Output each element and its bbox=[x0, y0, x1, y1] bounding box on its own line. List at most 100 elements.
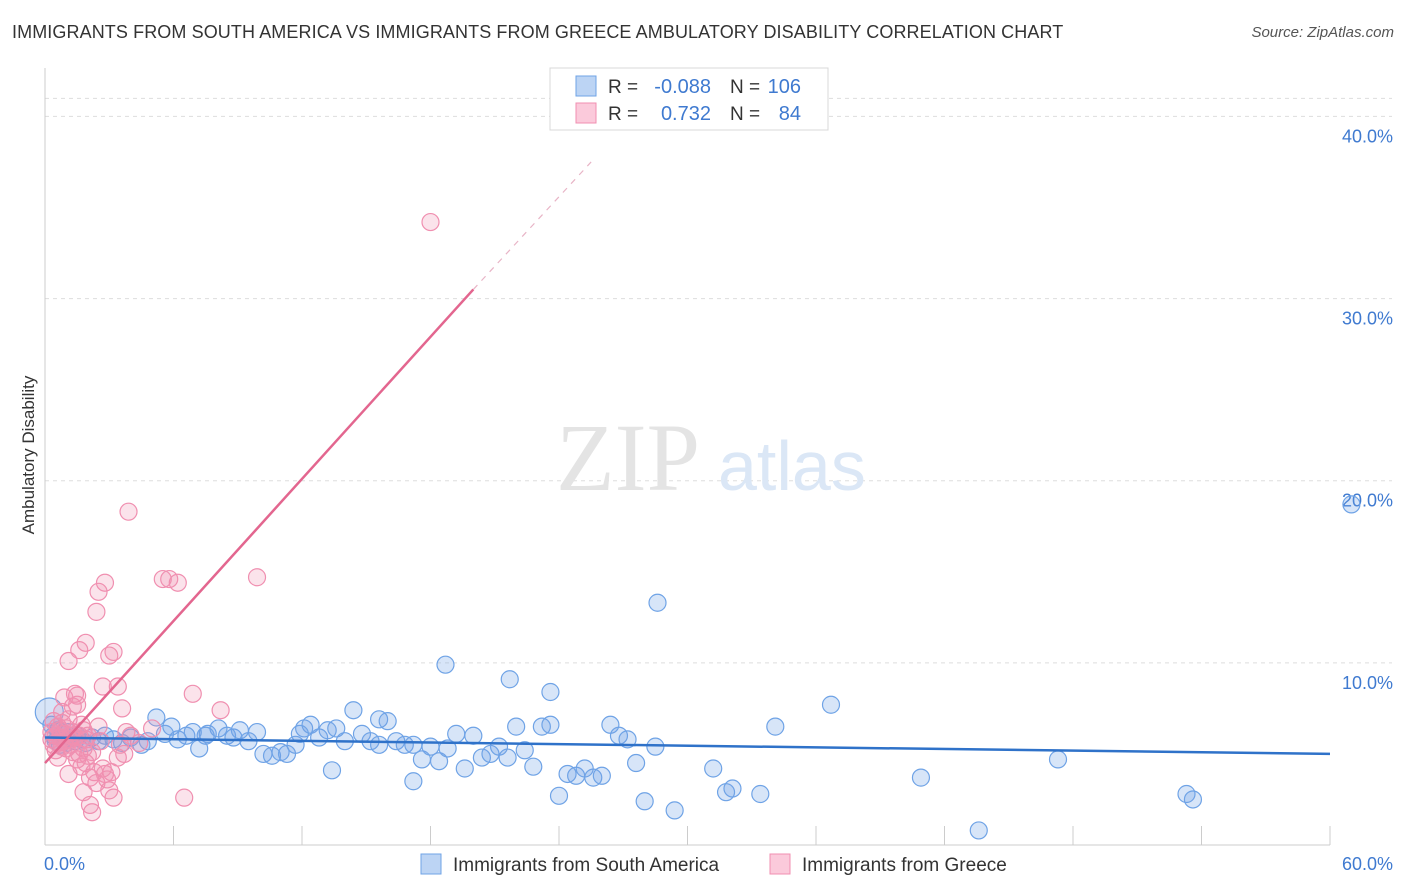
point-greece-71 bbox=[211, 701, 230, 720]
point-south-america-72 bbox=[549, 786, 569, 805]
y-tick-label-0: 10.0% bbox=[1342, 673, 1393, 693]
stats-r-label-2: R = bbox=[608, 104, 638, 125]
point-south-america-99 bbox=[1342, 495, 1361, 514]
point-greece-67 bbox=[104, 642, 123, 662]
point-greece-60 bbox=[59, 651, 78, 671]
point-south-america-95 bbox=[1183, 790, 1203, 809]
point-south-america-36 bbox=[247, 722, 267, 742]
point-south-america-66 bbox=[498, 748, 517, 767]
point-greece-57 bbox=[168, 573, 187, 592]
y-tick-label-3: 40.0% bbox=[1342, 126, 1393, 146]
legend-swatch-greece bbox=[769, 853, 791, 875]
stats-n-value-1: 106 bbox=[768, 76, 801, 98]
point-south-america-89 bbox=[766, 717, 785, 736]
point-south-america-92 bbox=[969, 821, 988, 840]
stats-swatch-pink bbox=[575, 102, 597, 124]
stats-n-label-2: N = bbox=[730, 104, 760, 125]
point-greece-75 bbox=[68, 695, 87, 714]
point-greece-62 bbox=[76, 633, 95, 652]
point-greece-73 bbox=[421, 212, 440, 232]
point-south-america-96 bbox=[436, 655, 455, 674]
point-greece-42 bbox=[89, 717, 108, 736]
point-south-america-91 bbox=[911, 768, 931, 787]
point-greece-63 bbox=[87, 602, 106, 621]
source-credit: Source: ZipAtlas.com bbox=[1251, 24, 1394, 41]
point-south-america-71 bbox=[541, 715, 560, 734]
point-greece-82 bbox=[53, 713, 72, 733]
point-south-america-102 bbox=[322, 761, 342, 780]
point-greece-49 bbox=[104, 788, 123, 807]
x-tick-label-1: 60.0% bbox=[1342, 854, 1393, 874]
legend-label-greece: Immigrants from Greece bbox=[802, 855, 1007, 876]
trend-line-south-america bbox=[44, 736, 1331, 756]
point-south-america-88 bbox=[751, 784, 770, 804]
legend-label-south-america: Immigrants from South America bbox=[453, 855, 720, 876]
gridlines: 10.0% 20.0% 30.0% 40.0% bbox=[45, 97, 1393, 693]
point-south-america-98 bbox=[648, 593, 667, 612]
watermark-atlas: atlas bbox=[718, 427, 866, 505]
point-south-america-84 bbox=[665, 801, 684, 820]
y-tick-label-2: 30.0% bbox=[1342, 309, 1393, 329]
stats-r-value-2: 0.732 bbox=[661, 103, 711, 125]
point-south-america-100 bbox=[541, 682, 560, 702]
y-axis-label: Ambulatory Disability bbox=[19, 375, 38, 534]
point-south-america-103 bbox=[196, 726, 215, 745]
point-greece-59 bbox=[183, 684, 202, 703]
point-south-america-90 bbox=[821, 695, 841, 714]
legend-swatch-south-america bbox=[420, 853, 442, 875]
stats-r-label-1: R = bbox=[608, 77, 638, 98]
stats-n-label-1: N = bbox=[730, 77, 760, 98]
point-south-america-93 bbox=[1048, 750, 1068, 769]
trend-lines bbox=[44, 161, 1331, 764]
watermark: ZIP atlas bbox=[556, 404, 866, 511]
point-south-america-48 bbox=[344, 701, 363, 720]
series-south-america bbox=[34, 495, 1361, 840]
point-greece-78 bbox=[59, 764, 78, 784]
point-south-america-61 bbox=[455, 759, 474, 778]
point-greece-43 bbox=[91, 732, 110, 751]
y-tick-label-1: 20.0% bbox=[1342, 491, 1393, 511]
stats-swatch-blue bbox=[575, 75, 597, 97]
stats-n-value-2: 84 bbox=[779, 103, 801, 125]
point-greece-80 bbox=[130, 733, 149, 753]
point-south-america-104 bbox=[290, 724, 309, 743]
point-south-america-82 bbox=[635, 792, 654, 811]
point-greece-52 bbox=[115, 744, 134, 764]
trend-line-greece-extension bbox=[472, 161, 592, 290]
point-south-america-69 bbox=[524, 757, 543, 776]
point-south-america-39 bbox=[271, 743, 290, 762]
point-greece-69 bbox=[112, 699, 132, 718]
trend-line-greece bbox=[44, 288, 475, 764]
point-greece-83 bbox=[63, 743, 82, 762]
point-south-america-81 bbox=[626, 753, 646, 773]
point-south-america-68 bbox=[515, 741, 534, 760]
series-greece bbox=[42, 212, 440, 822]
point-south-america-77 bbox=[592, 766, 611, 785]
point-greece-55 bbox=[153, 569, 172, 589]
stats-r-value-1: -0.088 bbox=[654, 76, 711, 98]
point-south-america-23 bbox=[147, 708, 166, 727]
point-greece-72 bbox=[247, 568, 267, 587]
point-greece-68 bbox=[108, 677, 127, 696]
point-greece-79 bbox=[74, 783, 93, 802]
point-greece-81 bbox=[142, 719, 162, 738]
point-greece-64 bbox=[89, 582, 108, 601]
axes: 0.0% 60.0% bbox=[44, 68, 1393, 874]
x-tick-label-0: 0.0% bbox=[44, 854, 85, 874]
point-south-america-60 bbox=[447, 724, 466, 743]
point-south-america-67 bbox=[507, 717, 526, 736]
point-south-america-46 bbox=[327, 719, 346, 738]
watermark-zip: ZIP bbox=[556, 404, 700, 511]
point-south-america-87 bbox=[723, 779, 742, 798]
point-south-america-101 bbox=[404, 772, 423, 791]
stats-box: R = -0.088 N = 106 R = 0.732 N = 84 bbox=[549, 67, 829, 131]
legend: Immigrants from South America Immigrants… bbox=[420, 853, 1007, 876]
point-greece-65 bbox=[95, 573, 115, 592]
point-greece-70 bbox=[119, 502, 138, 521]
point-south-america-97 bbox=[500, 670, 519, 689]
point-south-america-59 bbox=[438, 739, 457, 758]
point-greece-38 bbox=[83, 803, 102, 822]
point-greece-58 bbox=[175, 788, 194, 807]
point-south-america-85 bbox=[704, 759, 723, 778]
point-greece-76 bbox=[93, 677, 112, 696]
